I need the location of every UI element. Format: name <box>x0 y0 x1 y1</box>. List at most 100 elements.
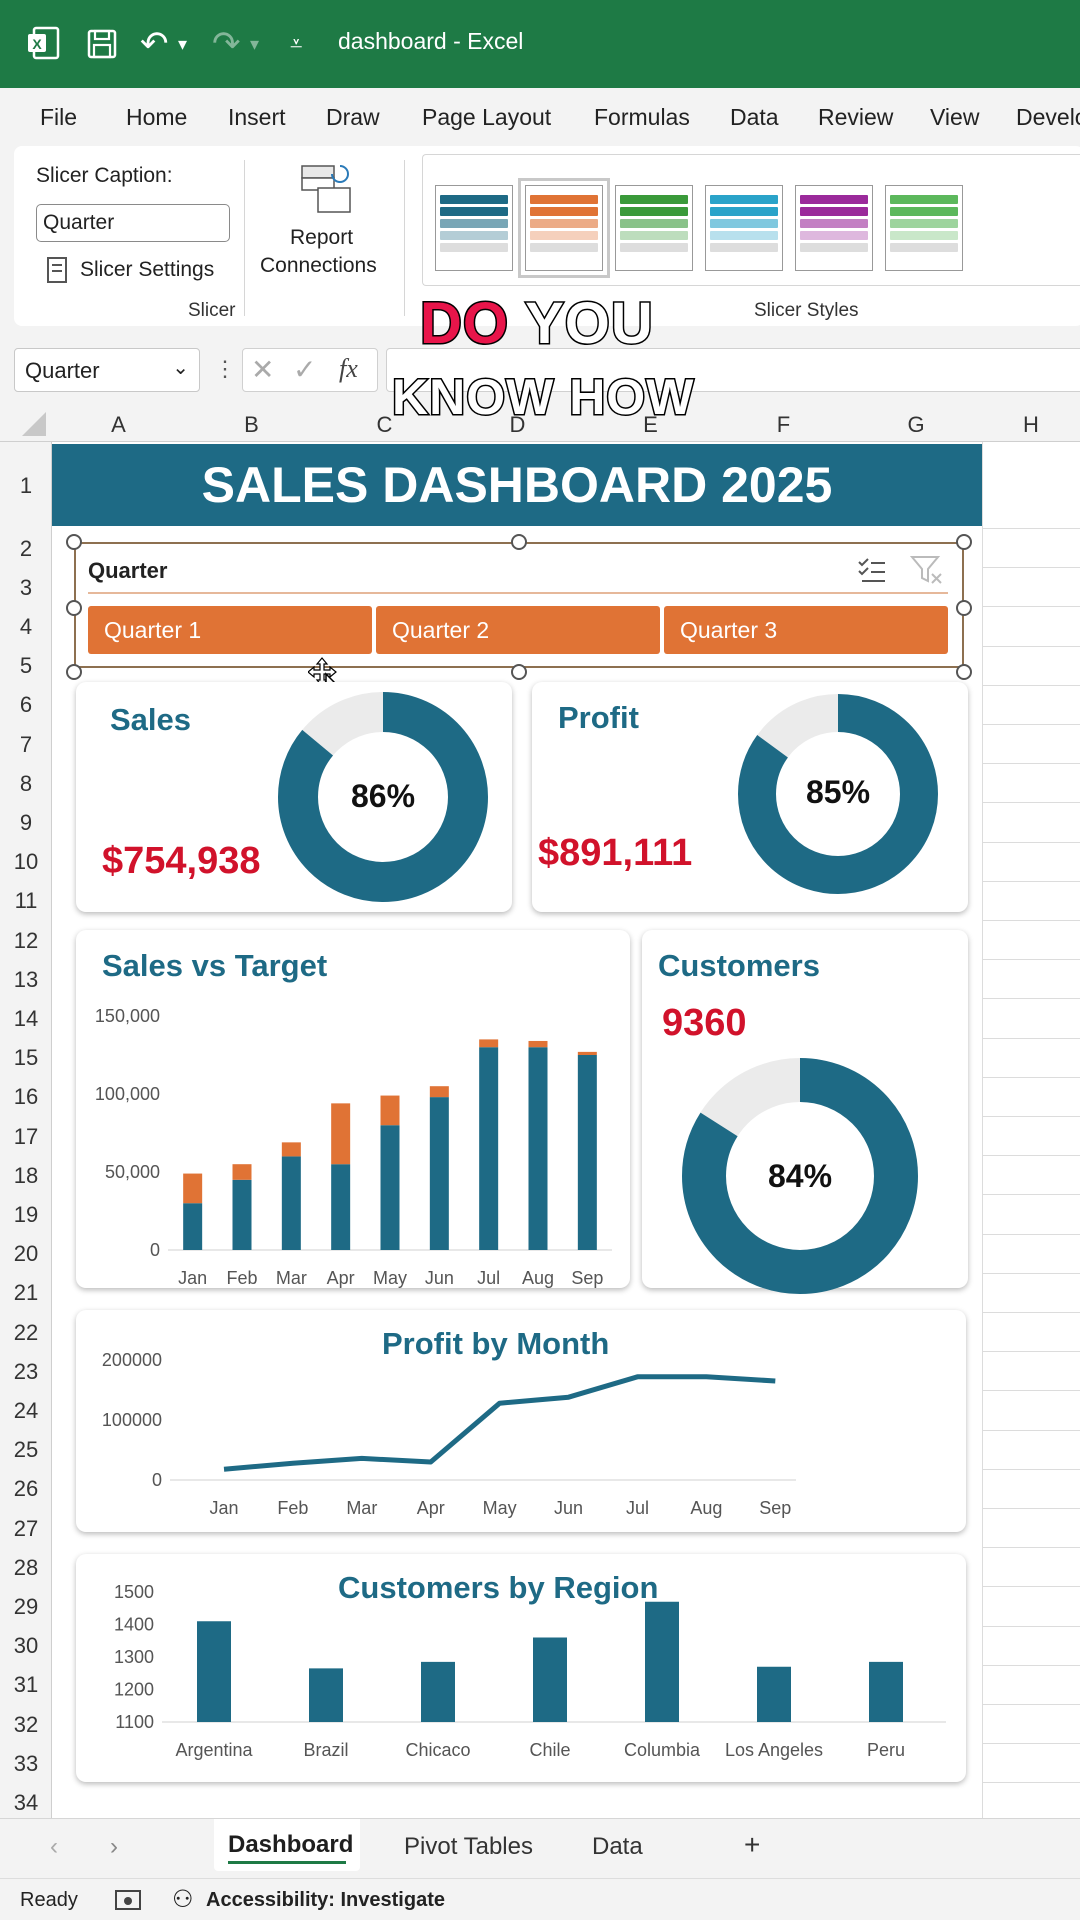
row-header-11[interactable]: 11 <box>14 888 38 914</box>
redo-icon[interactable]: ↷ <box>212 25 241 63</box>
quarter-slicer[interactable]: Quarter Quarter 1 Quarter 2 Quarter 3 <box>74 542 964 668</box>
tab-draw[interactable]: Draw <box>326 104 380 130</box>
tab-dashboard[interactable]: Dashboard <box>228 1831 354 1858</box>
row-header-28[interactable]: 28 <box>13 1554 39 1580</box>
column-header-f[interactable]: F <box>776 412 791 437</box>
row-header-30[interactable]: 30 <box>13 1633 39 1659</box>
worksheet[interactable]: SALES DASHBOARD 2025 Quarter Quarter 1 Q… <box>52 442 1080 1823</box>
tab-scroll-right-icon[interactable]: › <box>110 1833 118 1860</box>
row-header-7[interactable]: 7 <box>19 731 33 757</box>
row-header-33[interactable]: 33 <box>13 1750 39 1776</box>
column-header-d[interactable]: D <box>509 412 526 437</box>
row-header-29[interactable]: 29 <box>13 1594 39 1619</box>
enter-icon[interactable]: ✓ <box>293 354 317 385</box>
column-header-c[interactable]: C <box>376 412 393 437</box>
row-header-6[interactable]: 6 <box>19 692 33 718</box>
undo-dropdown-icon[interactable]: ▾ <box>178 34 188 54</box>
tab-page-layout[interactable]: Page Layout <box>422 104 552 130</box>
customize-toolbar-icon[interactable]: ⩡ <box>290 31 303 56</box>
macro-record-icon[interactable] <box>114 1889 142 1911</box>
tab-review[interactable]: Review <box>818 104 894 130</box>
resize-handle[interactable] <box>66 534 82 550</box>
row-header-18[interactable]: 18 <box>13 1162 39 1188</box>
resize-handle[interactable] <box>511 664 527 680</box>
row-header-5[interactable]: 5 <box>19 653 33 679</box>
resize-handle[interactable] <box>66 664 82 680</box>
row-header-14[interactable]: 14 <box>13 1006 39 1031</box>
report-connections-label-1[interactable]: Report <box>290 226 354 249</box>
insert-function-icon[interactable]: fx <box>339 354 358 383</box>
slicer-style-swatch[interactable] <box>518 178 610 278</box>
more-options-icon[interactable]: ⋮ <box>214 356 236 381</box>
row-header-31[interactable]: 31 <box>13 1672 39 1698</box>
row-header-24[interactable]: 24 <box>13 1398 39 1423</box>
row-header-27[interactable]: 27 <box>13 1515 39 1541</box>
save-icon[interactable] <box>86 28 118 60</box>
resize-handle[interactable] <box>66 600 82 616</box>
chevron-down-icon[interactable]: ⌄ <box>172 357 189 379</box>
tab-developer[interactable]: Develo <box>1016 104 1080 130</box>
accessibility-status[interactable]: Accessibility: Investigate <box>206 1889 445 1911</box>
slicer-item-quarter-2[interactable]: Quarter 2 <box>376 606 660 654</box>
add-sheet-button[interactable]: + <box>744 1829 761 1860</box>
report-connections-icon[interactable] <box>298 160 354 216</box>
slicer-style-swatch[interactable] <box>795 185 873 271</box>
slicer-style-swatch[interactable] <box>705 185 783 271</box>
row-header-20[interactable]: 20 <box>13 1241 39 1267</box>
resize-handle[interactable] <box>956 534 972 550</box>
row-header-3[interactable]: 3 <box>19 574 33 600</box>
row-header-2[interactable]: 2 <box>19 535 33 561</box>
name-box[interactable]: Quarter ⌄ <box>14 348 200 392</box>
report-connections-label-2[interactable]: Connections <box>260 254 377 277</box>
row-header-13[interactable]: 13 <box>13 966 39 992</box>
row-header-15[interactable]: 15 <box>13 1045 39 1071</box>
tab-pivot-tables[interactable]: Pivot Tables <box>404 1833 533 1860</box>
tab-view[interactable]: View <box>930 104 980 130</box>
row-header-23[interactable]: 23 <box>13 1358 39 1384</box>
row-header-8[interactable]: 8 <box>19 770 33 796</box>
row-header-16[interactable]: 16 <box>13 1084 39 1110</box>
clear-filter-icon[interactable] <box>910 554 944 586</box>
tab-scroll-left-icon[interactable]: ‹ <box>50 1833 58 1860</box>
slicer-style-swatch[interactable] <box>615 185 693 271</box>
tab-data[interactable]: Data <box>730 104 779 130</box>
cancel-icon[interactable]: ✕ <box>251 354 275 385</box>
resize-handle[interactable] <box>956 664 972 680</box>
row-header-4[interactable]: 4 <box>19 614 33 639</box>
slicer-item-quarter-3[interactable]: Quarter 3 <box>664 606 948 654</box>
row-header-17[interactable]: 17 <box>13 1123 39 1149</box>
row-header-26[interactable]: 26 <box>13 1476 39 1502</box>
tab-file[interactable]: File <box>40 104 78 130</box>
column-header-h[interactable]: H <box>1023 412 1039 437</box>
row-header-34[interactable]: 34 <box>13 1790 39 1815</box>
row-header-32[interactable]: 32 <box>13 1711 39 1737</box>
undo-icon[interactable]: ↶ <box>140 25 169 63</box>
column-header-g[interactable]: G <box>907 412 925 437</box>
row-header-1[interactable]: 1 <box>19 473 33 498</box>
column-header-b[interactable]: B <box>244 412 259 437</box>
row-header-19[interactable]: 19 <box>13 1202 39 1227</box>
row-header-10[interactable]: 10 <box>13 849 39 875</box>
slicer-settings-button[interactable]: Slicer Settings <box>80 258 215 281</box>
tab-formulas[interactable]: Formulas <box>594 104 690 130</box>
column-header-e[interactable]: E <box>643 412 658 437</box>
tab-data-sheet[interactable]: Data <box>592 1833 643 1860</box>
accessibility-icon[interactable]: ⚇ <box>172 1886 194 1913</box>
tab-insert[interactable]: Insert <box>228 104 286 130</box>
select-all-icon[interactable] <box>22 412 46 436</box>
resize-handle[interactable] <box>956 600 972 616</box>
row-header-22[interactable]: 22 <box>13 1319 39 1345</box>
row-header-25[interactable]: 25 <box>13 1437 39 1463</box>
row-header-12[interactable]: 12 <box>13 927 39 953</box>
resize-handle[interactable] <box>511 534 527 550</box>
slicer-caption-input[interactable]: Quarter <box>36 204 230 242</box>
column-header-a[interactable]: A <box>111 412 126 437</box>
slicer-style-swatch[interactable] <box>885 185 963 271</box>
row-header-21[interactable]: 21 <box>13 1280 39 1306</box>
slicer-style-swatch[interactable] <box>435 185 513 271</box>
tab-dashboard-active[interactable]: Dashboard <box>214 1819 360 1871</box>
slicer-item-quarter-1[interactable]: Quarter 1 <box>88 606 372 654</box>
tab-home[interactable]: Home <box>126 104 188 130</box>
formula-input[interactable] <box>386 348 1080 392</box>
row-header-9[interactable]: 9 <box>19 810 33 835</box>
